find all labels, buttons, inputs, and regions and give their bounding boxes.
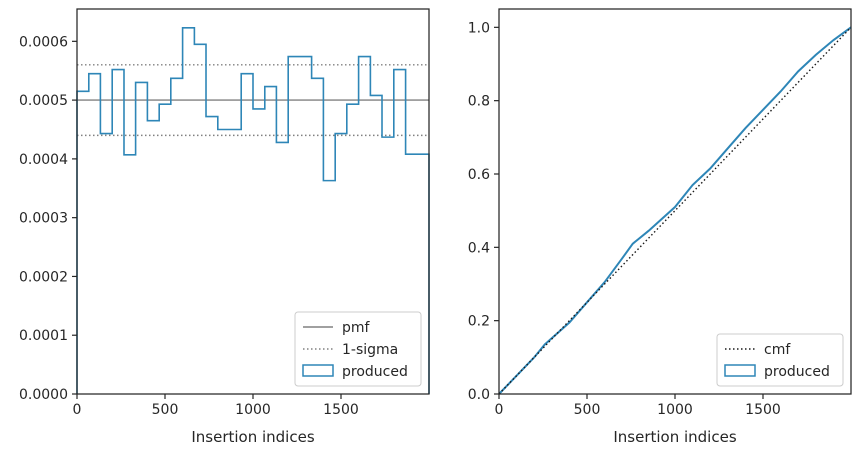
legend-frame: [294, 311, 422, 387]
right-x-tick-label: 1500: [745, 402, 781, 418]
right-y-tick-label: 0.8: [468, 94, 490, 110]
legend-swatch-produced: [302, 364, 334, 377]
right-y-ticks: 0.0 0.2 0.4 0.6 0.8 1.0: [468, 20, 499, 403]
right-x-axis-label: Insertion indices: [613, 428, 736, 446]
left-y-ticks: 0.0000 0.0001 0.0002 0.0003 0.0004 0.0005 0.00…: [19, 34, 77, 403]
legend-frame: [716, 333, 844, 387]
legend-label-produced: produced: [764, 364, 830, 380]
right-x-tick-label: 500: [574, 402, 601, 418]
left-y-tick-label: 0.0004: [19, 152, 68, 168]
legend-label-1-sigma: 1-sigma: [342, 342, 398, 358]
produced-histogram-step: [76, 27, 430, 394]
left-x-tick-label: 1500: [323, 402, 359, 418]
legend-label-produced: produced: [342, 364, 408, 380]
right-x-ticks: 0 500 1000 1500: [495, 394, 781, 418]
left-x-tick-label: 500: [152, 402, 179, 418]
right-y-tick-label: 0.4: [468, 240, 490, 256]
legend-swatch-produced: [724, 364, 756, 377]
left-chart: 0 500 1000 1500 0.00000.00010.00020.00030.0…: [19, 8, 430, 446]
right-chart: 0 500 1000 1500 0.0 0.2 0.4 0.6 0.8 1.0 Insertio…: [468, 8, 852, 446]
right-y-tick-label: 0.0: [468, 387, 490, 403]
right-x-tick-label: 0: [495, 402, 504, 418]
left-x-tick-label: 0: [73, 402, 82, 418]
left-y-tick-label: 0.0000: [19, 387, 68, 403]
right-x-tick-label: 1000: [657, 402, 693, 418]
right-y-tick-label: 0.2: [468, 314, 490, 330]
left-y-tick-label: 0.0002: [19, 269, 68, 285]
left-y-tick-label: 0.0003: [19, 211, 68, 227]
left-y-tick-label: 0.0001: [19, 328, 68, 344]
left-legend: pmf 1-sigma produced: [294, 311, 422, 387]
left-plot-area: [76, 27, 430, 394]
right-y-tick-label: 1.0: [468, 20, 490, 36]
cmf-line: [498, 26, 852, 395]
left-x-tick-label: 1000: [235, 402, 271, 418]
right-y-tick-label: 0.6: [468, 167, 490, 183]
left-y-tick-label: 0.0005: [19, 93, 68, 109]
right-legend: cmf produced: [716, 333, 844, 387]
legend-label-pmf: pmf: [342, 320, 371, 336]
legend-label-cmf: cmf: [764, 342, 791, 358]
left-y-tick-label: 0.0006: [19, 34, 68, 50]
left-x-ticks: 0 500 1000 1500: [73, 394, 359, 418]
right-plot-area: [498, 26, 852, 395]
left-x-axis-label: Insertion indices: [191, 428, 314, 446]
produced-cumulative-line: [498, 26, 852, 395]
